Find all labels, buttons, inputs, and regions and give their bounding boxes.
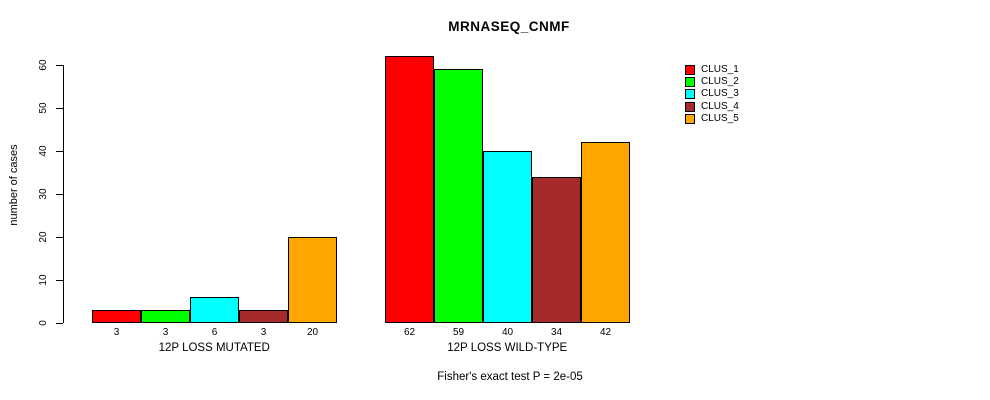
y-tick-mark-60 <box>56 64 63 66</box>
legend-swatch-clus_2 <box>685 77 695 88</box>
bar-clus_3-group1 <box>190 297 239 323</box>
y-tick-mark-0 <box>56 322 63 324</box>
legend-label-clus_1: CLUS_1 <box>701 64 739 75</box>
legend-swatch-clus_4 <box>685 101 695 112</box>
legend-swatch-clus_1 <box>685 65 695 75</box>
legend-label-clus_5: CLUS_5 <box>701 112 739 124</box>
bar-value-label-clus_5-group1: 20 <box>306 327 319 338</box>
y-tick-label-30: 30 <box>38 188 49 200</box>
y-axis-line <box>63 65 64 323</box>
group-label-2: 12P LOSS WILD-TYPE <box>447 342 568 354</box>
bar-clus_5-group2 <box>581 142 630 323</box>
legend-swatch-clus_5 <box>685 113 695 124</box>
y-tick-label-10: 10 <box>38 274 49 286</box>
bar-clus_1-group2 <box>385 56 434 323</box>
legend-label-clus_3: CLUS_3 <box>701 88 739 100</box>
y-tick-mark-40 <box>56 150 63 152</box>
y-tick-mark-10 <box>56 279 63 281</box>
bar-value-label-clus_1-group1: 3 <box>113 327 120 338</box>
legend-label-clus_2: CLUS_2 <box>701 76 739 88</box>
y-tick-label-0: 0 <box>38 320 49 326</box>
group-label-1: 12P LOSS MUTATED <box>158 342 270 354</box>
bar-clus_3-group2 <box>483 151 532 323</box>
bar-value-label-clus_2-group2: 59 <box>452 327 465 338</box>
legend-swatch-clus_3 <box>685 89 695 100</box>
y-tick-mark-20 <box>56 236 63 238</box>
annotation-text: Fisher's exact test P = 2e-05 <box>437 371 583 383</box>
bar-clus_2-group2 <box>434 69 483 323</box>
bar-value-label-clus_1-group2: 62 <box>403 327 416 338</box>
y-tick-mark-50 <box>56 107 63 109</box>
bar-clus_1-group1 <box>92 310 141 323</box>
y-tick-label-60: 60 <box>38 59 49 71</box>
y-tick-label-20: 20 <box>38 231 49 243</box>
bar-value-label-clus_3-group1: 6 <box>211 327 218 338</box>
legend-label-clus_4: CLUS_4 <box>701 100 739 112</box>
chart-title: MRNASEQ_CNMF <box>448 19 570 34</box>
bar-clus_2-group1 <box>141 310 190 323</box>
bar-clus_4-group2 <box>532 176 581 323</box>
bar-value-label-clus_2-group1: 3 <box>162 327 169 338</box>
bar-clus_5-group1 <box>288 237 337 323</box>
y-tick-label-40: 40 <box>38 145 49 157</box>
bar-value-label-clus_4-group2: 34 <box>550 327 563 338</box>
bar-value-label-clus_5-group2: 42 <box>599 327 612 338</box>
y-tick-label-50: 50 <box>38 102 49 114</box>
bar-clus_4-group1 <box>239 310 288 323</box>
y-axis-label: number of cases <box>8 144 20 226</box>
bar-value-label-clus_3-group2: 40 <box>501 327 514 338</box>
bar-value-label-clus_4-group1: 3 <box>260 327 267 338</box>
y-tick-mark-30 <box>56 193 63 195</box>
